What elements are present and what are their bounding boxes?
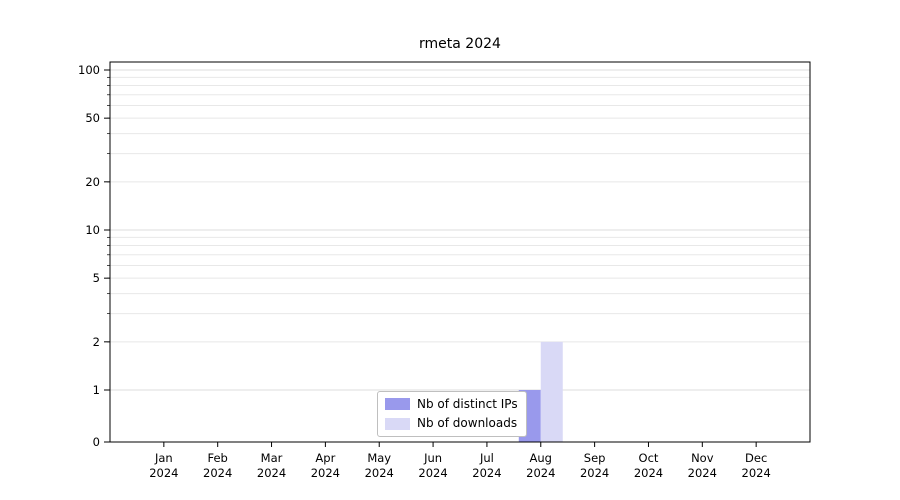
x-tick-label-year: 2024 [688, 466, 717, 480]
x-tick-label-month: Nov [691, 451, 714, 465]
y-axis-group: 0 1 2 5 10 20 50 100 [78, 63, 110, 449]
x-tick-label-month: Jun [423, 451, 442, 465]
x-tick-label-year: 2024 [311, 466, 340, 480]
x-tick-label-year: 2024 [149, 466, 178, 480]
x-tick-label-month: Oct [639, 451, 659, 465]
x-tick-label-year: 2024 [472, 466, 501, 480]
bar-aug-series1 [540, 341, 563, 442]
y-tick-label: 2 [93, 335, 100, 349]
x-tick-label-year: 2024 [257, 466, 286, 480]
y-tick-label: 100 [78, 63, 100, 77]
x-tick-label-year: 2024 [365, 466, 394, 480]
x-tick-label-month: Dec [745, 451, 767, 465]
x-axis-group: Jan2024Feb2024Mar2024Apr2024May2024Jun20… [149, 442, 771, 480]
legend-label-distinct-ips: Nb of distinct IPs [417, 397, 518, 411]
y-tick-label: 0 [93, 435, 100, 449]
y-tick-label: 1 [93, 383, 100, 397]
y-tick-label: 10 [85, 223, 100, 237]
chart-title: rmeta 2024 [419, 36, 501, 52]
y-tick-label: 50 [85, 111, 100, 125]
x-tick-label-year: 2024 [742, 466, 771, 480]
x-tick-label-month: Apr [315, 451, 335, 465]
axes-box [109, 61, 811, 443]
x-tick-label-month: Mar [261, 451, 283, 465]
legend-swatch-distinct-ips [385, 398, 410, 411]
gridlines-group [110, 69, 810, 391]
x-tick-label-month: Sep [584, 451, 606, 465]
legend-label-downloads: Nb of downloads [417, 416, 518, 431]
legend-swatch-downloads [385, 417, 410, 430]
x-tick-label-month: Aug [530, 451, 552, 465]
x-tick-label-year: 2024 [526, 466, 555, 480]
legend-item-distinct-ips: Nb of distinct IPs [385, 397, 518, 411]
x-tick-label-year: 2024 [580, 466, 609, 480]
x-tick-label-month: Jan [154, 451, 173, 465]
x-tick-label-year: 2024 [634, 466, 663, 480]
x-tick-label-year: 2024 [418, 466, 447, 480]
legend: Nb of distinct IPs Nb of downloads [377, 391, 527, 437]
x-tick-label-month: Feb [208, 451, 228, 465]
x-tick-label-month: May [367, 451, 391, 465]
legend-item-downloads: Nb of downloads [385, 416, 518, 430]
y-tick-label: 5 [93, 271, 100, 285]
x-tick-label-year: 2024 [203, 466, 232, 480]
x-tick-label-month: Jul [479, 451, 494, 465]
y-tick-label: 20 [85, 175, 100, 189]
